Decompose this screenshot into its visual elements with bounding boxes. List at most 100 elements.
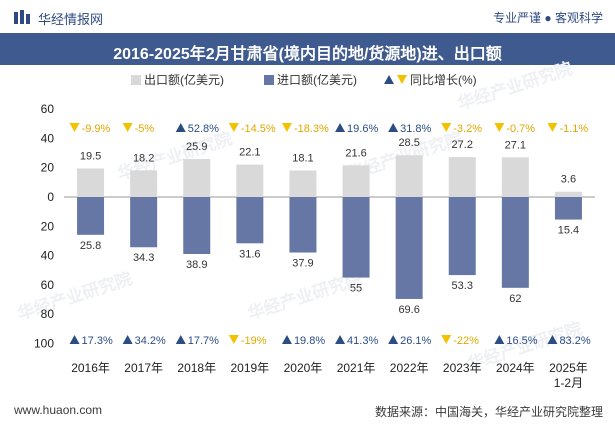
tagline: 专业严谨 ● 客观科学	[493, 11, 603, 25]
export-triangle-down-icon	[69, 123, 80, 132]
export-growth-label: -1.1%	[559, 123, 588, 135]
legend-label-export: 出口额(亿美元)	[144, 72, 224, 87]
x-tick-label: 2024年	[496, 361, 535, 375]
import-value-label: 34.3	[133, 252, 154, 264]
import-value-label: 37.9	[292, 258, 313, 270]
import-triangle-down-icon	[441, 335, 452, 344]
y-tick-label: 20	[41, 219, 55, 233]
export-growth-label: 19.6%	[347, 123, 378, 135]
import-growth-label: 26.1%	[400, 335, 431, 347]
import-growth-label: -22%	[453, 335, 479, 347]
export-value-label: 25.9	[186, 141, 207, 153]
import-bar	[395, 197, 423, 299]
footer-source: 数据来源：中国海关，华经产业研究院整理	[374, 405, 603, 419]
import-growth-label: 83.2%	[559, 335, 590, 347]
brand-name: 华经情报网	[38, 12, 104, 27]
import-triangle-up-icon	[281, 335, 292, 344]
y-tick-label: 60	[41, 102, 55, 116]
growth-labels-layer: -9.9% -5% 52.8% -14.5% -18.3% 19.6% 31.8% -3.2%…	[69, 123, 591, 347]
legend-swatch-import	[264, 75, 274, 85]
import-triangle-down-icon	[228, 335, 239, 344]
legend: 出口额(亿美元) 进口额(亿美元) 同比增长(%)	[131, 72, 477, 87]
export-triangle-down-icon	[441, 123, 452, 132]
import-bar	[236, 197, 264, 244]
export-bar	[395, 155, 423, 197]
import-triangle-up-icon	[494, 335, 505, 344]
export-value-label: 28.5	[398, 137, 419, 149]
export-value-label: 22.1	[239, 147, 260, 159]
export-bar	[236, 164, 264, 197]
top-bar: 华经情报网 专业严谨 ● 客观科学	[0, 0, 615, 34]
import-value-label: 31.6	[239, 248, 260, 260]
export-value-label: 19.5	[80, 150, 101, 162]
export-bar	[554, 191, 582, 197]
x-axis: 2016年 2017年 2018年 2019年 2020年 2021年 2022年 2023年…	[71, 361, 588, 390]
export-value-label: 18.2	[133, 152, 154, 164]
legend-triangle-down-icon	[397, 75, 407, 84]
huajing-logo-icon	[14, 10, 30, 24]
import-growth-label: 17.7%	[188, 335, 219, 347]
export-growth-label: -0.7%	[506, 123, 535, 135]
import-value-label: 69.6	[398, 304, 419, 316]
import-triangle-up-icon	[547, 335, 558, 344]
import-bar	[289, 197, 317, 253]
x-tick-label: 2017年	[124, 361, 163, 375]
y-tick-label: 40	[41, 249, 55, 263]
export-bar	[183, 159, 211, 197]
import-bar	[130, 197, 158, 248]
export-value-label: 27.2	[452, 139, 473, 151]
x-tick-label: 2019年	[230, 361, 269, 375]
import-bar	[342, 197, 370, 278]
export-value-label: 3.6	[561, 174, 576, 186]
export-bar	[77, 168, 105, 197]
import-bar	[183, 197, 211, 254]
export-growth-label: -18.3%	[294, 123, 329, 135]
import-triangle-up-icon	[69, 335, 80, 344]
import-bar	[77, 197, 105, 235]
export-growth-label: 52.8%	[188, 123, 219, 135]
y-tick-label: 20	[41, 161, 55, 175]
import-bar	[554, 197, 582, 220]
export-triangle-down-icon	[281, 123, 292, 132]
import-bar	[501, 197, 529, 288]
import-value-label: 38.9	[186, 259, 207, 271]
import-growth-label: -19%	[241, 335, 267, 347]
import-triangle-up-icon	[122, 335, 133, 344]
y-tick-label: 0	[47, 190, 54, 204]
export-bar	[289, 170, 317, 197]
export-value-label: 21.6	[345, 147, 366, 159]
export-growth-label: -9.9%	[82, 123, 111, 135]
export-growth-label: -14.5%	[241, 123, 276, 135]
import-growth-label: 34.2%	[135, 335, 166, 347]
export-triangle-down-icon	[547, 123, 558, 132]
export-triangle-up-icon	[388, 123, 399, 132]
x-tick-label: 2016年	[71, 361, 110, 375]
import-growth-label: 17.3%	[82, 335, 113, 347]
y-tick-label: 80	[41, 307, 55, 321]
export-triangle-up-icon	[335, 123, 346, 132]
x-tick-label: 2025年	[549, 361, 588, 375]
x-tick-label: 1-2月	[554, 376, 583, 390]
import-growth-label: 16.5%	[506, 335, 537, 347]
import-growth-label: 19.8%	[294, 335, 325, 347]
export-value-label: 18.1	[292, 152, 313, 164]
export-triangle-up-icon	[175, 123, 186, 132]
watermark-text: 华经产业研究院	[15, 268, 134, 324]
bars-layer	[77, 155, 582, 299]
legend-triangle-up-icon	[384, 75, 394, 84]
y-tick-label: 40	[41, 131, 55, 145]
y-tick-label: 60	[41, 278, 55, 292]
legend-label-growth: 同比增长(%)	[410, 73, 477, 87]
export-triangle-down-icon	[228, 123, 239, 132]
import-triangle-up-icon	[388, 335, 399, 344]
export-growth-label: 31.8%	[400, 123, 431, 135]
x-tick-label: 2020年	[284, 361, 323, 375]
export-bar	[501, 157, 529, 197]
x-tick-label: 2018年	[177, 361, 216, 375]
import-bar	[448, 197, 476, 276]
import-value-label: 53.3	[452, 280, 473, 292]
import-value-label: 15.4	[558, 225, 579, 237]
export-bar	[130, 170, 158, 197]
export-bar	[342, 165, 370, 197]
